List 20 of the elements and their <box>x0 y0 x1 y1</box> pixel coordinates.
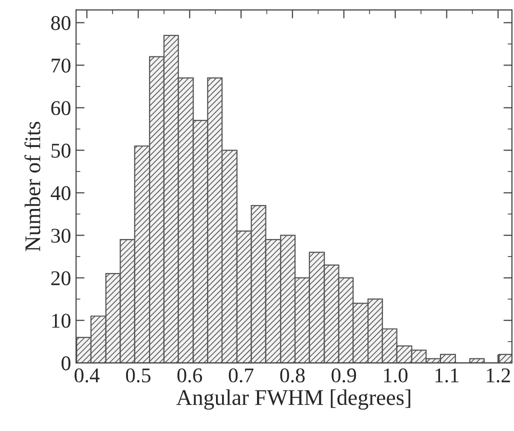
x-tick-label: 0.9 <box>332 368 356 383</box>
y-tick-label: 70 <box>52 58 70 73</box>
x-tick-label: 0.8 <box>280 368 305 383</box>
y-tick-label: 20 <box>51 271 70 286</box>
y-tick-label: 40 <box>50 186 70 200</box>
y-tick-label: 0 <box>62 356 70 370</box>
y-tick-label: 80 <box>51 16 70 30</box>
x-tick-label: 0.4 <box>74 368 100 383</box>
y-tick-label: 50 <box>52 144 70 158</box>
x-axis-title: Angular FWHM [degrees] <box>176 389 410 410</box>
y-tick-label: 60 <box>51 101 70 116</box>
x-tick-label: 1.2 <box>486 368 510 383</box>
y-axis-title: Number of fits <box>24 122 40 252</box>
y-tick-label: 30 <box>51 228 70 243</box>
x-tick-label: 0.6 <box>177 368 202 383</box>
y-tick-label: 10 <box>52 314 70 328</box>
x-tick-label: 0.7 <box>228 368 254 383</box>
x-tick-label: 1.1 <box>435 368 458 383</box>
x-tick-label: 1.0 <box>384 368 408 383</box>
x-tick-label: 0.5 <box>126 368 150 383</box>
